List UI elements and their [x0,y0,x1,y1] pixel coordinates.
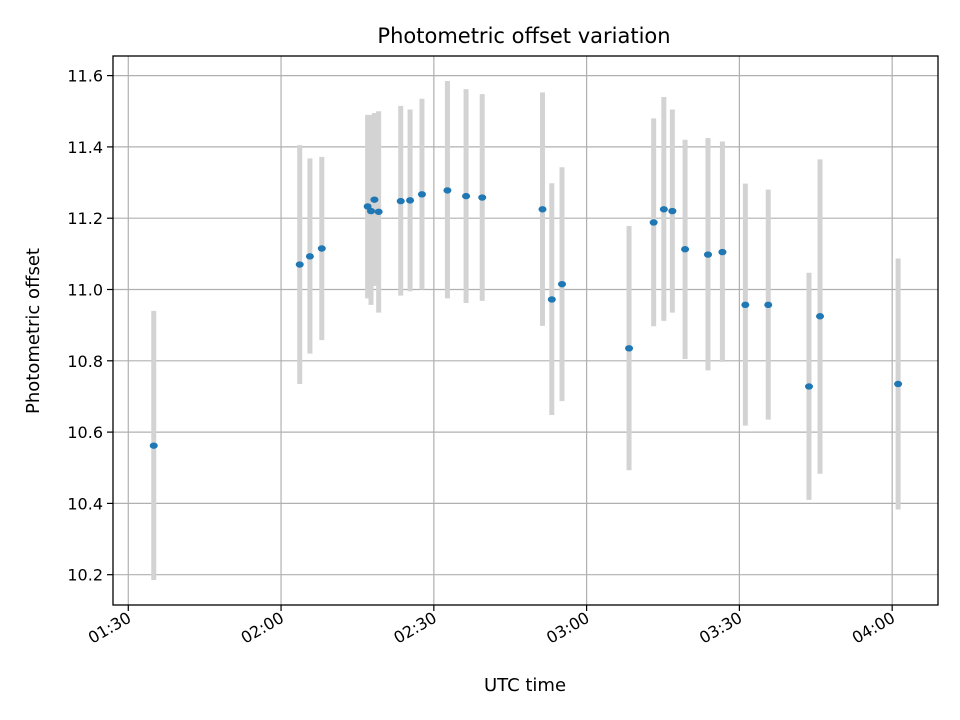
data-point [443,187,452,194]
y-tick-label: 10.4 [67,494,103,513]
y-axis-ticks: 10.2 10.4 10.6 10.8 11.0 11.2 11.4 11.6 [67,67,113,585]
y-tick-label: 11.0 [67,281,103,300]
data-point [741,301,750,309]
plot-area [113,56,938,605]
data-point [668,207,677,215]
data-point [547,296,556,303]
data-point [649,219,658,226]
data-point [317,245,326,252]
y-tick-label: 11.6 [67,67,103,86]
x-axis-label: UTC time [484,675,566,696]
data-point [764,301,773,309]
data-point [462,192,471,200]
data-point [804,383,813,390]
data-point [557,280,566,288]
data-point [718,248,727,256]
data-point [703,251,712,258]
data-point [295,261,304,268]
y-tick-label: 11.2 [67,209,103,228]
y-gridlines [113,75,938,576]
data-point [363,203,372,210]
data-point [406,197,415,204]
data-point [894,380,903,388]
data-point [396,197,405,205]
data-point [374,208,383,215]
data-point [538,206,547,213]
chart-title: Photometric offset variation [377,24,670,48]
y-tick-label: 10.6 [67,423,103,442]
data-point [816,313,825,320]
data-point [478,194,487,201]
data-point [417,191,426,198]
data-points [149,187,903,449]
data-point [367,207,376,215]
data-point [681,246,690,253]
data-point [659,206,668,213]
data-point [625,345,634,352]
y-axis-label: Photometric offset [23,248,44,414]
y-tick-label: 10.8 [67,352,103,371]
plot-frame [112,55,939,606]
data-point [370,196,379,203]
data-point [149,442,158,449]
y-tick-label: 11.4 [67,138,103,157]
y-tick-label: 10.2 [67,566,103,585]
data-point [305,253,314,260]
